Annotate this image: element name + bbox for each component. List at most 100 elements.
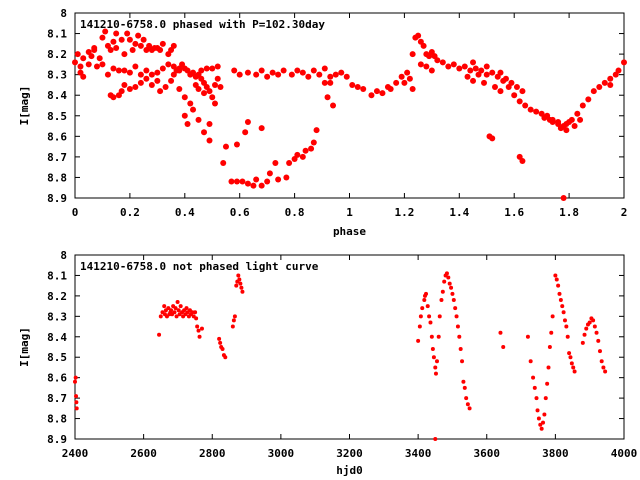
data-point [184,306,189,311]
data-point [143,67,150,74]
data-point [73,379,77,384]
data-point [460,359,465,364]
data-point [436,334,441,339]
data-point [195,86,202,93]
data-point [110,65,117,72]
data-point [232,314,237,319]
data-point [313,127,320,134]
data-point [275,71,282,78]
data-point [288,71,295,78]
x-tick-label: 1 [346,206,353,219]
data-point [190,310,195,315]
x-tick-label: 0 [72,206,79,219]
chart-title: 141210-6758.0 phased with P=102.30day [80,18,325,31]
data-point [462,385,467,390]
data-point [198,67,205,74]
data-point [454,314,459,319]
data-point [429,334,434,339]
data-point [236,273,241,278]
data-point [231,318,236,323]
data-point [416,338,421,343]
data-point [557,291,562,296]
data-point [148,71,155,78]
data-point [440,289,445,294]
data-point [233,141,240,148]
x-tick-label: 0.6 [230,206,250,219]
data-point [178,304,183,309]
x-tick-label: 0.4 [175,206,195,219]
data-point [481,79,488,86]
x-tick-label: 2400 [62,447,89,460]
data-point [582,332,587,337]
data-point [450,291,455,296]
y-tick-label: 8.4 [47,89,67,102]
data-point [77,63,84,70]
data-point [472,65,479,72]
y-tick-label: 8.1 [47,269,67,282]
data-point [157,88,164,95]
data-point [217,84,224,90]
data-point [547,345,552,349]
data-point [550,314,555,319]
data-point [525,334,530,339]
data-point [126,86,133,93]
data-point [553,273,558,278]
data-point [420,306,425,311]
y-tick-label: 8.5 [47,351,67,364]
data-point [387,86,394,93]
data-point [607,75,614,82]
data-point [140,36,147,43]
data-point [258,125,265,132]
data-point [560,304,565,309]
data-point [154,77,161,84]
data-point [168,77,175,84]
data-point [501,345,506,349]
data-point [470,77,477,84]
data-point [561,310,566,315]
data-point [424,291,429,296]
data-point [104,71,111,78]
data-point [549,330,554,335]
data-point [594,330,599,335]
data-point [121,67,128,74]
data-point [99,34,106,41]
data-point [450,61,457,68]
data-point [532,385,537,390]
data-point [422,297,427,302]
data-point [96,55,103,62]
data-point [428,67,435,74]
data-point [434,359,439,364]
data-point [368,92,375,99]
x-tick-label: 1.4 [449,206,469,219]
data-point [118,88,125,95]
data-point [603,369,608,374]
data-point [398,73,405,80]
data-point [137,71,144,78]
x-tick-label: 2 [621,206,628,219]
y-tick-label: 8.3 [47,69,67,82]
data-point [266,170,273,177]
x-tick-label: 0.2 [120,206,140,219]
data-point [601,365,606,370]
x-tick-label: 3400 [405,447,432,460]
data-point [126,69,133,76]
data-point [574,110,581,117]
data-point [535,408,540,413]
data-point [572,369,577,374]
data-point [113,44,120,51]
data-point [80,73,87,80]
data-point [555,121,562,127]
data-point [516,98,523,105]
data-point [330,102,337,109]
data-point [80,55,87,62]
y-tick-label: 8.8 [47,413,67,426]
data-point [184,121,191,127]
data-point [332,71,339,78]
data-point [283,174,290,181]
data-point [571,123,578,130]
data-point [74,51,81,58]
data-point [534,396,539,401]
data-point [543,396,548,401]
data-point [591,318,596,323]
data-point [546,365,551,370]
